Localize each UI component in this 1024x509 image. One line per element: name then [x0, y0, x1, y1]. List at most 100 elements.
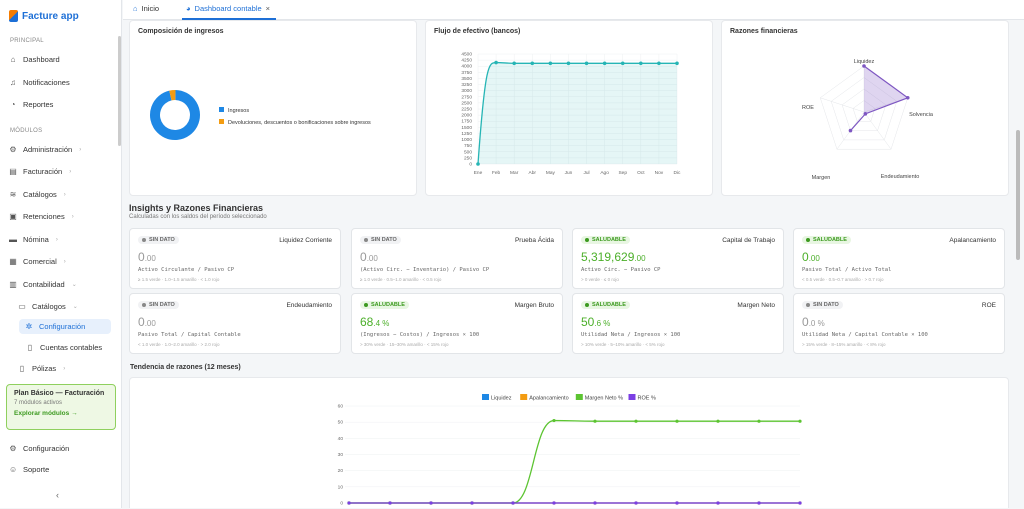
x-tick-label: Mar [510, 170, 519, 176]
chevron-right-icon: › [69, 168, 72, 175]
radar-axis [820, 97, 865, 113]
sidebar-item-administracion[interactable]: ⚙ Administración › [9, 145, 81, 154]
sidebar-subitem-cuentas-contables[interactable]: ▯ Cuentas contables [26, 343, 102, 352]
data-point [548, 61, 553, 66]
close-tab-icon[interactable]: × [265, 4, 271, 13]
sidebar-item-retenciones[interactable]: ▣ Retenciones › [9, 212, 74, 221]
donut-slice-1 [169, 90, 176, 101]
sidebar-item-soporte[interactable]: ☺ Soporte [9, 465, 49, 474]
status-dot-icon [142, 303, 146, 307]
ratio-value-suffix: % [380, 319, 390, 328]
plan-subtitle: 7 módulos activos [14, 400, 63, 406]
ratio-value-main: 0 [138, 315, 145, 329]
sidebar-subitem-configuracion[interactable]: ✲ Configuración [19, 319, 111, 334]
insights-subtitle: Calculadas con los saldos del período se… [129, 214, 267, 220]
collapse-sidebar-button[interactable]: ‹ [56, 490, 59, 500]
app-logo[interactable]: Facture app [9, 10, 79, 22]
status-dot-icon [585, 238, 589, 242]
x-tick-label: Feb [492, 170, 501, 176]
sidebar-item-reportes[interactable]: ◔ Reportes [9, 100, 54, 109]
ratio-value: 0.0 % [802, 315, 825, 329]
ratio-card: SIN DATO Prueba Ácida 0.00 (Activo Circ. − … [351, 228, 563, 289]
sidebar-item-facturacion[interactable]: ▤ Facturación › [9, 167, 71, 176]
sidebar: Facture app PRINCIPAL ⌂ Dashboard ♫ Notifi… [0, 0, 122, 508]
legend-swatch [482, 394, 489, 400]
sidebar-item-label: Catálogos [23, 190, 57, 199]
sidebar-item-label: Cuentas contables [40, 343, 103, 352]
ratio-threshold: ≥ 1.0 verde · 0.5–1.0 amarillo · < 0.5 r… [360, 277, 442, 282]
sidebar-item-notificaciones[interactable]: ♫ Notificaciones [9, 78, 70, 87]
legend-item-ingresos[interactable]: Ingresos [219, 105, 371, 117]
legend-item-devoluciones[interactable]: Devoluciones, descuentos o bonificacione… [219, 117, 371, 129]
radar-axis-label: ROE [802, 105, 814, 111]
chevron-right-icon: › [55, 236, 58, 243]
x-tick-label: Ago [600, 170, 609, 176]
y-tick-label: 50 [338, 420, 344, 426]
sidebar-item-nomina[interactable]: ▬ Nómina › [9, 235, 58, 244]
section-principal: PRINCIPAL [10, 38, 44, 44]
card-title: Flujo de efectivo (bancos) [434, 28, 521, 35]
sidebar-item-catalogos[interactable]: ≋ Catálogos › [9, 190, 66, 199]
trend-line [348, 419, 800, 504]
tab-inicio[interactable]: ⌂ Inicio [133, 4, 159, 13]
status-text: SALUDABLE [592, 237, 626, 243]
radar-axis [863, 111, 892, 150]
main-scrollbar[interactable] [1016, 130, 1020, 260]
sidebar-item-dashboard[interactable]: ⌂ Dashboard [9, 55, 60, 64]
sidebar-item-contabilidad[interactable]: ▥ Contabilidad ⌄ [9, 280, 77, 289]
sidebar-item-comercial[interactable]: ▦ Comercial › [9, 257, 66, 266]
sidebar-subitem-polizas[interactable]: ▯ Pólizas › [18, 364, 65, 373]
x-tick-label: Dic [674, 170, 682, 176]
tab-label: Dashboard contable [194, 4, 262, 13]
radar-axis-label: Margen [812, 175, 831, 181]
donut-legend: Ingresos Devoluciones, descuentos o boni… [219, 105, 371, 129]
status-badge: SALUDABLE [360, 301, 409, 309]
ratio-value: 50.6 % [581, 315, 610, 329]
status-dot-icon [806, 238, 810, 242]
y-tick-label: 4500 [461, 52, 472, 58]
ratio-formula: Utilidad Neta / Ingresos × 100 [581, 332, 681, 338]
ratio-value: 0.00 [138, 315, 156, 329]
y-tick-label: 60 [338, 404, 344, 410]
radar-axis-label: Endeudamiento [881, 174, 920, 180]
cashflow-chart: 0250500750100012501500175020002250250027… [461, 52, 682, 177]
ratio-name: Apalancamiento [949, 237, 996, 244]
status-text: SALUDABLE [813, 237, 847, 243]
ratio-value: 0.00 [138, 250, 156, 264]
legend-label: Margen Neto % [585, 396, 623, 402]
status-dot-icon [585, 303, 589, 307]
logo-icon [9, 10, 18, 22]
x-tick-label: Jul [583, 170, 589, 176]
ratio-value-main: 50 [581, 315, 595, 329]
legend-swatch [219, 119, 224, 124]
data-point [657, 61, 661, 66]
sidebar-item-label: Configuración [39, 322, 86, 331]
status-badge: SALUDABLE [581, 236, 630, 244]
tab-label: Inicio [141, 4, 160, 13]
data-point [639, 61, 643, 66]
commercial-icon: ▦ [9, 256, 17, 266]
sidebar-subitem-catalogos[interactable]: ▭ Catálogos ⌄ [18, 302, 78, 311]
legend-swatch [219, 107, 224, 112]
sidebar-item-configuracion[interactable]: ⚙ Configuración [9, 444, 69, 453]
y-tick-label: 4250 [461, 58, 472, 64]
app-name: Facture app [22, 10, 79, 22]
ratio-formula: (Ingresos − Costos) / Ingresos × 100 [360, 332, 480, 338]
sidebar-item-label: Catálogos [32, 302, 66, 311]
legend-swatch [628, 394, 636, 400]
invoice-icon: ▤ [9, 166, 17, 176]
home-icon: ⌂ [10, 54, 16, 64]
chevron-right-icon: › [71, 213, 74, 220]
explore-modules-link[interactable]: Explorar módulos → [14, 410, 78, 417]
radar-grid [841, 88, 887, 131]
trend-point [798, 501, 802, 505]
x-tick-label: Sep [618, 170, 627, 176]
settings-icon: ✲ [25, 321, 33, 331]
status-badge: SALUDABLE [581, 301, 630, 309]
document-icon: ▯ [19, 363, 25, 373]
sidebar-scrollbar[interactable] [118, 36, 121, 146]
trend-point [634, 419, 638, 423]
radar-point [862, 64, 866, 68]
tab-dashboard-contable[interactable]: ◕ Dashboard contable × [186, 4, 270, 13]
sidebar-item-label: Soporte [23, 465, 50, 474]
